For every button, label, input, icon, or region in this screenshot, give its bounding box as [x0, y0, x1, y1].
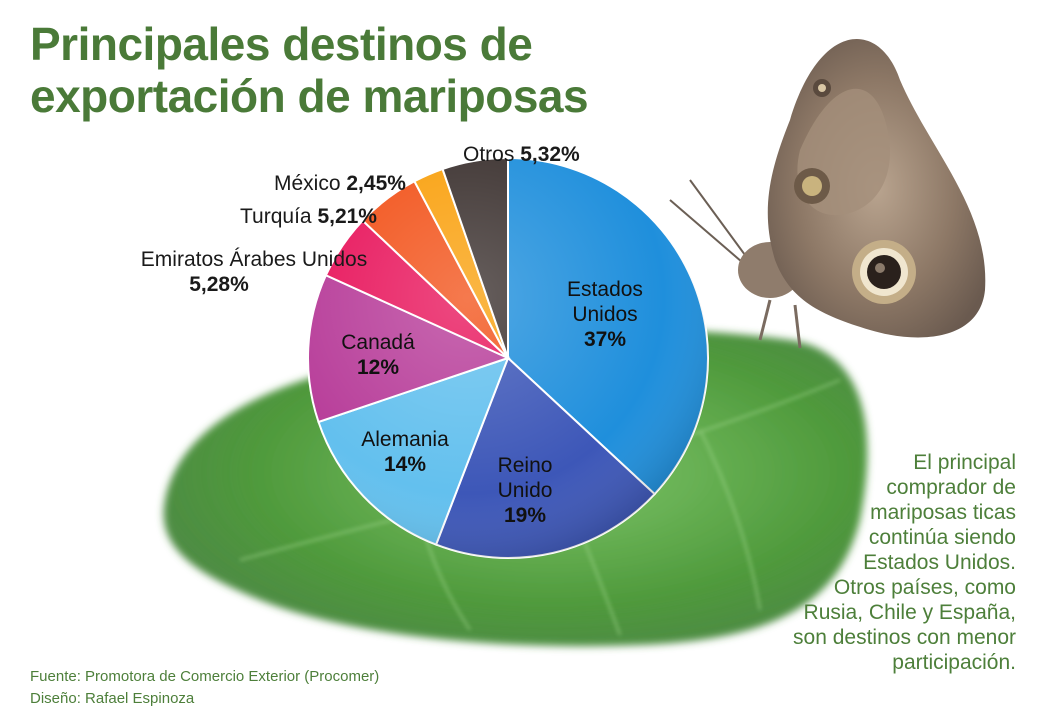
source-credit: Fuente: Promotora de Comercio Exterior (…	[30, 668, 380, 685]
label-canada-value: 12%	[356, 356, 400, 379]
label-emiratos-name: Emiratos Árabes Unidos	[140, 248, 368, 271]
pie-shading	[308, 158, 708, 558]
note-line: Otros países, como	[833, 576, 1016, 599]
label-alemania-value: 14%	[383, 453, 427, 476]
note-line: Estados Unidos.	[863, 551, 1016, 574]
note-line: comprador de	[886, 476, 1016, 499]
label-mexico-name: México	[274, 172, 341, 195]
label-reino-unido: Reino Unido 19%	[470, 453, 580, 528]
label-mexico: México 2,45%	[274, 171, 406, 196]
label-turquia-name: Turquía	[240, 205, 312, 228]
label-emiratos: Emiratos Árabes Unidos 5,28%	[118, 247, 390, 297]
label-otros-value: 5,32%	[520, 143, 580, 166]
design-credit: Diseño: Rafael Espinoza	[30, 690, 195, 707]
note-line: Rusia, Chile y España,	[803, 601, 1016, 624]
note-line: son destinos con menor	[793, 626, 1016, 649]
title-line-2: exportación de mariposas	[30, 70, 589, 122]
label-reino-unido-value: 19%	[503, 504, 547, 527]
chart-title: Principales destinos de exportación de m…	[30, 18, 650, 122]
note-line: El principal	[913, 451, 1016, 474]
label-mexico-value: 2,45%	[346, 172, 406, 195]
butterfly-illustration	[669, 39, 986, 349]
label-turquia: Turquía 5,21%	[240, 204, 377, 229]
label-reino-unido-line2: Unido	[497, 479, 553, 502]
label-estados-unidos-line2: Unidos	[572, 303, 638, 326]
label-alemania-name: Alemania	[361, 428, 449, 451]
label-emiratos-value: 5,28%	[189, 273, 249, 296]
title-line-1: Principales destinos de	[30, 18, 533, 70]
label-reino-unido-line1: Reino	[497, 454, 553, 477]
label-canada-name: Canadá	[341, 331, 415, 354]
label-otros: Otros 5,32%	[463, 142, 580, 167]
label-alemania: Alemania 14%	[345, 427, 465, 477]
note-text: El principal comprador de mariposas tica…	[760, 450, 1016, 675]
note-line: participación.	[892, 651, 1016, 674]
label-turquia-value: 5,21%	[317, 205, 377, 228]
label-estados-unidos-value: 37%	[583, 328, 627, 351]
label-estados-unidos: Estados Unidos 37%	[550, 277, 660, 352]
label-otros-name: Otros	[463, 143, 515, 166]
note-line: mariposas ticas	[870, 501, 1016, 524]
label-estados-unidos-line1: Estados	[567, 278, 643, 301]
label-canada: Canadá 12%	[323, 330, 433, 380]
note-line: continúa siendo	[868, 526, 1016, 549]
